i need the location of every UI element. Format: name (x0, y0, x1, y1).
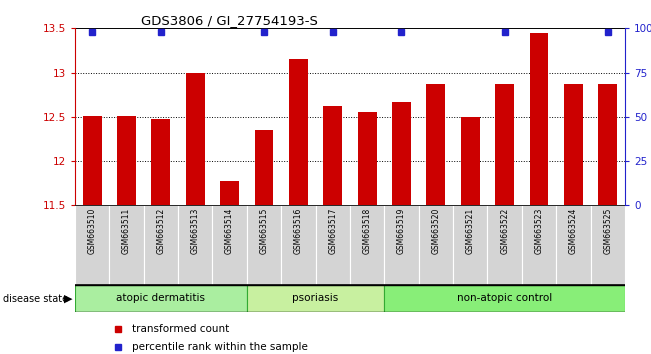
Text: GSM663514: GSM663514 (225, 208, 234, 254)
Bar (75, 205, 109, 285)
Bar (590, 205, 625, 285)
Bar (350, 205, 384, 285)
Text: GSM663523: GSM663523 (534, 208, 544, 254)
Bar (144, 205, 178, 285)
Bar (384, 205, 419, 285)
Text: GSM663520: GSM663520 (432, 208, 440, 254)
Bar (426, 84, 445, 205)
Text: GDS3806 / GI_27754193-S: GDS3806 / GI_27754193-S (141, 14, 318, 27)
Bar (461, 117, 480, 205)
Text: GSM663521: GSM663521 (465, 208, 475, 254)
Text: GSM663525: GSM663525 (603, 208, 613, 254)
Text: GSM663513: GSM663513 (191, 208, 200, 254)
Bar (598, 84, 617, 205)
Text: GSM663524: GSM663524 (569, 208, 578, 254)
Text: GSM663512: GSM663512 (156, 208, 165, 254)
Bar (117, 116, 136, 205)
Bar (529, 33, 548, 205)
Bar (255, 130, 273, 205)
Bar (564, 84, 583, 205)
Text: percentile rank within the sample: percentile rank within the sample (133, 342, 309, 352)
Text: GSM663511: GSM663511 (122, 208, 131, 254)
Text: GSM663518: GSM663518 (363, 208, 372, 254)
Bar (453, 205, 488, 285)
Text: psoriasis: psoriasis (292, 293, 339, 303)
Text: GSM663519: GSM663519 (397, 208, 406, 254)
Bar (178, 205, 212, 285)
Bar (522, 205, 556, 285)
Text: ▶: ▶ (64, 294, 72, 304)
Bar (247, 205, 281, 285)
Text: GSM663510: GSM663510 (87, 208, 96, 254)
Bar (109, 205, 144, 285)
Bar (357, 113, 376, 205)
Bar (289, 59, 308, 205)
Bar (186, 73, 204, 205)
Text: transformed count: transformed count (133, 324, 230, 333)
Bar (152, 119, 171, 205)
Text: GSM663522: GSM663522 (500, 208, 509, 254)
Bar (324, 106, 342, 205)
Bar (392, 102, 411, 205)
Bar (488, 205, 522, 285)
Bar (212, 205, 247, 285)
Bar (83, 116, 102, 205)
Text: disease state: disease state (3, 294, 68, 304)
Bar (495, 84, 514, 205)
Bar (419, 205, 453, 285)
Bar (556, 205, 590, 285)
Bar (281, 205, 316, 285)
Bar (384, 285, 625, 312)
Text: GSM663515: GSM663515 (260, 208, 268, 254)
Bar (75, 285, 247, 312)
Text: non-atopic control: non-atopic control (457, 293, 552, 303)
Text: GSM663516: GSM663516 (294, 208, 303, 254)
Bar (220, 182, 239, 205)
Bar (316, 205, 350, 285)
Text: GSM663517: GSM663517 (328, 208, 337, 254)
Bar (247, 285, 384, 312)
Text: atopic dermatitis: atopic dermatitis (117, 293, 205, 303)
